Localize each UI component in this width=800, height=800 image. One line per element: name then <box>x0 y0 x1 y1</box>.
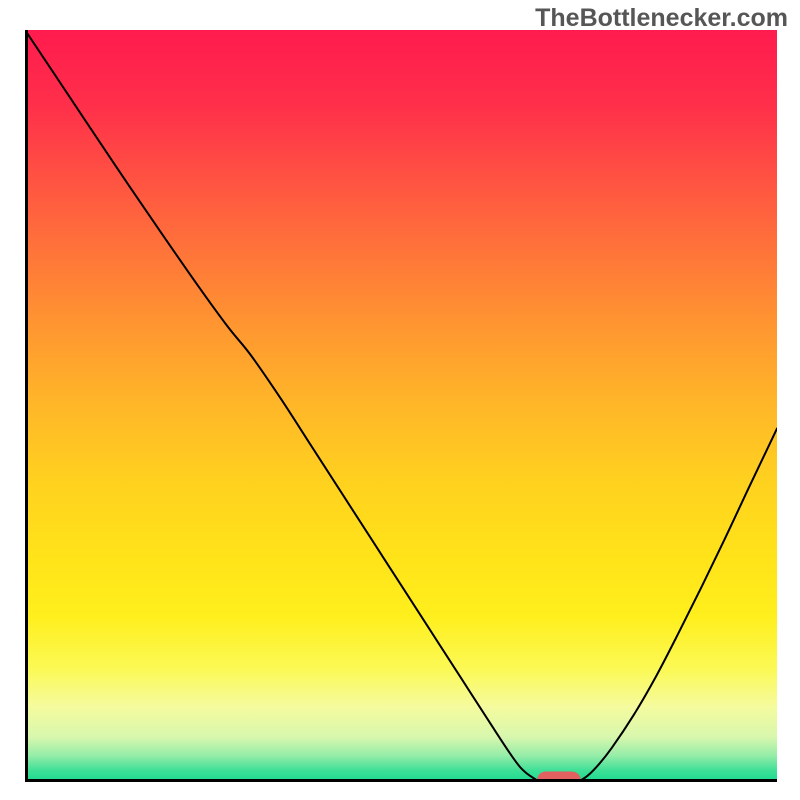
plot-svg <box>25 30 777 782</box>
watermark-text: TheBottlenecker.com <box>535 4 788 33</box>
chart-stage: TheBottlenecker.com <box>0 0 800 800</box>
gradient-background <box>25 30 777 782</box>
plot-area <box>25 30 777 782</box>
